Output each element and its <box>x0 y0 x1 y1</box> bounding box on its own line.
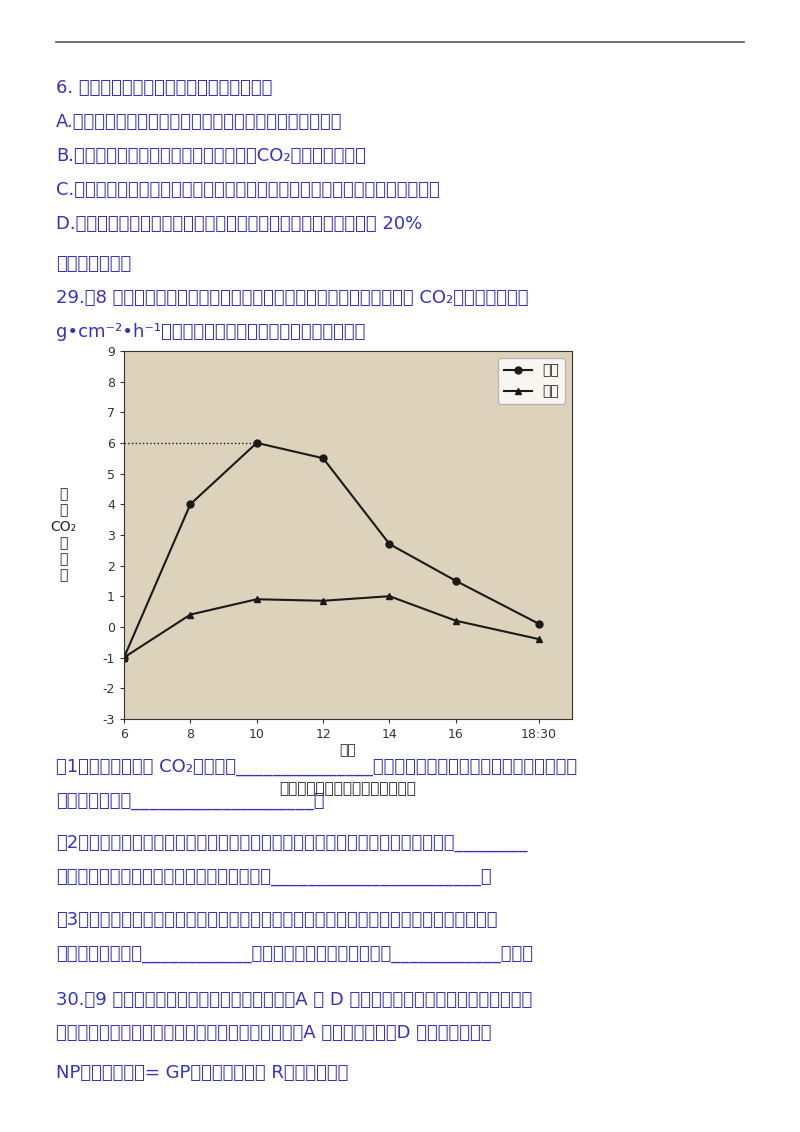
Text: 29.（8 分）某科研小组在晴朗的白天，研究强光和弱光对番茄幼苗吸收 CO₂的速率（单位：: 29.（8 分）某科研小组在晴朗的白天，研究强光和弱光对番茄幼苗吸收 CO₂的速… <box>56 289 529 307</box>
Text: A.能量流是单向的，物质流是循环的，信息流往往是双向的: A.能量流是单向的，物质流是循环的，信息流往往是双向的 <box>56 113 342 131</box>
Text: B.碳在生物群落与无机环境之间主要是以CO₂的形式进行循环: B.碳在生物群落与无机环境之间主要是以CO₂的形式进行循环 <box>56 147 366 165</box>
Text: 30.（9 分）科研人员对某鱼塘中由浮游藻类、A 和 D 三个环节组成的食物链进行了能量流动: 30.（9 分）科研人员对某鱼塘中由浮游藻类、A 和 D 三个环节组成的食物链进… <box>56 990 532 1009</box>
X-axis label: 时间: 时间 <box>340 744 356 757</box>
Text: C.流动中的能量逐渐减少，每经过一个营养级都有部分能量以热能的形式散失掉: C.流动中的能量逐渐减少，每经过一个营养级都有部分能量以热能的形式散失掉 <box>56 181 440 199</box>
Text: 分析，得到下表相关数据。浮游藻类为第一营养级，A 为第二营养级，D 为第三营养级。: 分析，得到下表相关数据。浮游藻类为第一营养级，A 为第二营养级，D 为第三营养级… <box>56 1024 491 1043</box>
Text: 6. 下列有关生态系统功能的叙述，错误的是: 6. 下列有关生态系统功能的叙述，错误的是 <box>56 79 272 97</box>
Text: 强，主要原因是____________________。: 强，主要原因是____________________。 <box>56 792 325 811</box>
Text: g•cm⁻²•h⁻¹）的影响，结果如图所示。回答下列问题：: g•cm⁻²•h⁻¹）的影响，结果如图所示。回答下列问题： <box>56 323 366 341</box>
Text: 二、非选择题：: 二、非选择题： <box>56 255 131 273</box>
Text: NP（净同化量）= GP（总同化量）一 R（呼吸量）。: NP（净同化量）= GP（总同化量）一 R（呼吸量）。 <box>56 1064 348 1082</box>
Text: D.一种蜣螂专以大象粪便为食，则它最多能获取大象所同化能量的 20%: D.一种蜣螂专以大象粪便为食，则它最多能获取大象所同化能量的 20% <box>56 215 422 233</box>
Y-axis label: 吸
收
CO₂
的
速
率: 吸 收 CO₂ 的 速 率 <box>50 488 77 582</box>
Text: （3）若温度在一天中会发生变化，科研小组若要测定番茄幼苗一天中某一时段的光合速率，: （3）若温度在一天中会发生变化，科研小组若要测定番茄幼苗一天中某一时段的光合速率… <box>56 911 498 929</box>
Text: （2）若要测定强光和弱光对番茄幼苗光合色素含量的影响，则提取色素时要用溶解________: （2）若要测定强光和弱光对番茄幼苗光合色素含量的影响，则提取色素时要用溶解___… <box>56 834 527 852</box>
Title: 强光和弱光下番茄幼苗的光合速率: 强光和弱光下番茄幼苗的光合速率 <box>279 781 417 796</box>
Text: 色素，分离色素后位于滤纸条最上端的色素是_______________________。: 色素，分离色素后位于滤纸条最上端的色素是____________________… <box>56 868 492 886</box>
Text: （1）番茄幼苗固定 CO₂的场所是_______________。据图可知，强光下吸收二氧化碳的速率更: （1）番茄幼苗固定 CO₂的场所是_______________。据图可知，强光… <box>56 758 577 777</box>
Text: 则还要测定幼苗的____________，若在白天进行测定，需采取____________措施。: 则还要测定幼苗的____________，若在白天进行测定，需采取_______… <box>56 945 533 963</box>
Legend: 强光, 弱光: 强光, 弱光 <box>498 358 565 404</box>
